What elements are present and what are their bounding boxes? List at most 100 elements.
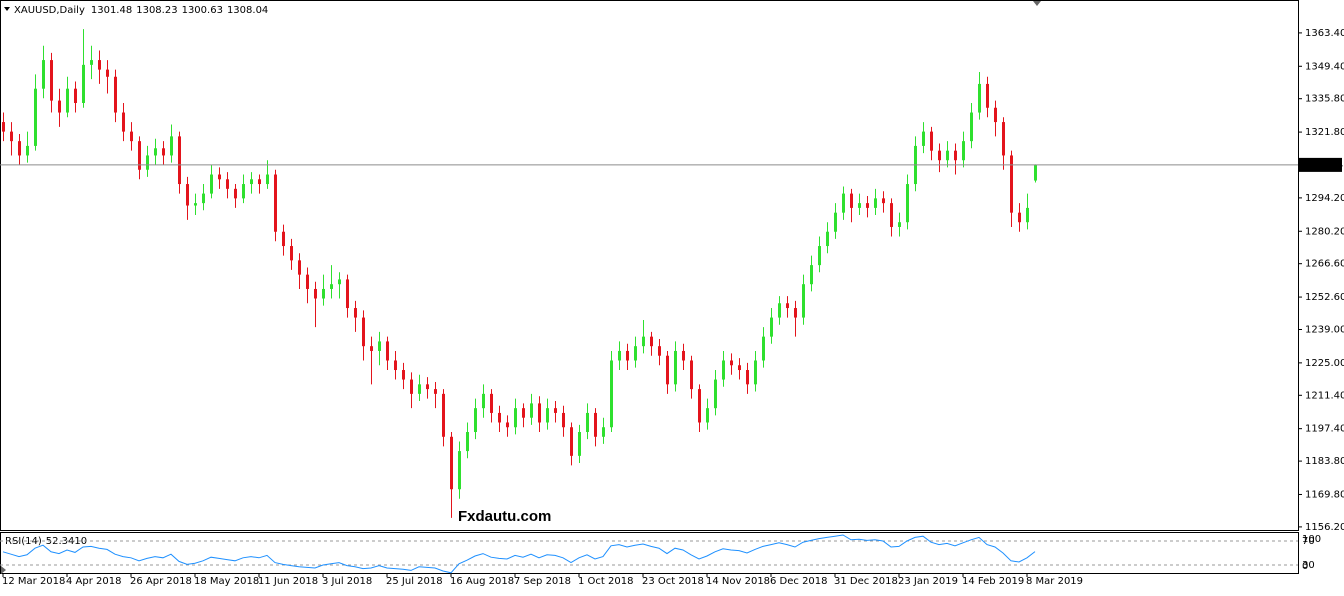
x-tick-label: 31 Dec 2018 (834, 576, 898, 587)
candle-body (682, 350, 685, 361)
candle-body (690, 360, 693, 390)
y-tick-label: 1335.80 (1305, 94, 1344, 105)
candle-body (370, 346, 373, 351)
candle-body (802, 284, 805, 318)
rsi-tick-label: 100 (1302, 534, 1321, 545)
candle-body (42, 60, 45, 89)
candle-body (994, 107, 997, 123)
candle-body (658, 346, 661, 356)
candle-body (154, 148, 157, 156)
candle-body (498, 412, 501, 423)
candle-body (82, 64, 85, 103)
candle-body (778, 303, 781, 318)
candle-body (770, 317, 773, 337)
candle-body (930, 131, 933, 151)
y-tick-label: 1321.80 (1305, 127, 1344, 138)
candle-body (706, 408, 709, 423)
y-tick-label: 1266.60 (1305, 259, 1344, 270)
candle-body (906, 184, 909, 223)
candle-body (138, 141, 141, 170)
candle-body (306, 274, 309, 289)
candle-body (882, 198, 885, 204)
candle-body (346, 279, 349, 309)
candle-body (610, 360, 613, 428)
candle-body (898, 222, 901, 227)
panel-marker (1, 566, 6, 574)
rsi-tick-label: 0 (1302, 561, 1308, 572)
candle-body (786, 303, 789, 309)
candle-body (970, 112, 973, 142)
candle-body (674, 350, 677, 385)
x-tick-label: 8 Mar 2019 (1026, 576, 1083, 587)
candle-body (458, 451, 461, 490)
candle-body (922, 131, 925, 146)
candle-body (514, 408, 517, 428)
candle-body (474, 408, 477, 433)
candle-body (594, 412, 597, 437)
candle-body (194, 203, 197, 206)
candle-body (186, 184, 189, 206)
x-tick-label: 4 Apr 2018 (66, 576, 121, 587)
watermark: Fxdautu.com (458, 508, 551, 525)
x-tick-label: 14 Nov 2018 (706, 576, 770, 587)
candle-body (586, 412, 589, 433)
candle-body (618, 350, 621, 361)
candle-body (442, 393, 445, 437)
candle-body (642, 336, 645, 347)
candle-body (450, 436, 453, 490)
candle-body (490, 393, 493, 413)
candle-body (794, 308, 797, 318)
candle-body (626, 350, 629, 361)
candle-body (34, 88, 37, 146)
y-tick-label: 1294.20 (1305, 193, 1344, 204)
candle-body (538, 403, 541, 423)
candle-body (98, 60, 101, 70)
x-tick-label: 11 Jun 2018 (258, 576, 318, 587)
candle-body (234, 188, 237, 199)
candle-body (26, 145, 29, 156)
y-tick-label: 1169.80 (1305, 489, 1344, 500)
candle-body (602, 427, 605, 437)
candle-body (570, 427, 573, 456)
y-tick-label: 1211.40 (1305, 390, 1344, 401)
candle-body (1018, 212, 1021, 223)
candle-body (122, 112, 125, 132)
y-tick-label: 1239.00 (1305, 324, 1344, 335)
candle-body (282, 231, 285, 247)
candle-body (1010, 155, 1013, 213)
candle-body (834, 212, 837, 232)
high: 1308.23 (136, 5, 177, 16)
candle-body (826, 231, 829, 247)
candle-body (386, 341, 389, 361)
candle-body (418, 384, 421, 394)
candle-body (666, 355, 669, 385)
candle-body (938, 150, 941, 161)
y-tick-label: 1225.00 (1305, 358, 1344, 369)
rsi-name: RSI(14) (5, 536, 42, 547)
candle-body (946, 150, 949, 161)
candle-body (2, 122, 5, 132)
candle-body (986, 83, 989, 108)
candle-body (226, 179, 229, 189)
x-tick-label: 16 Aug 2018 (450, 576, 514, 587)
candle-body (578, 432, 581, 456)
candle-body (322, 288, 325, 299)
candle-body (178, 136, 181, 185)
candle-body (106, 69, 109, 77)
candle-body (810, 265, 813, 285)
header: XAUUSD,Daily 1301.48 1308.23 1300.63 1308.04 (14, 5, 268, 16)
y-tick-label: 1156.20 (1305, 522, 1344, 533)
candle-body (314, 288, 317, 299)
candle-body (506, 422, 509, 428)
candle-body (978, 83, 981, 113)
candle-body (426, 384, 429, 390)
y-tick-label: 1252.60 (1305, 292, 1344, 303)
x-tick-label: 3 Jul 2018 (322, 576, 372, 587)
rsi-line (2, 534, 1036, 574)
shift-marker (1033, 1, 1041, 6)
candle-body (402, 370, 405, 380)
candle-body (858, 203, 861, 208)
candle-body (146, 155, 149, 170)
candle-body (730, 360, 733, 366)
